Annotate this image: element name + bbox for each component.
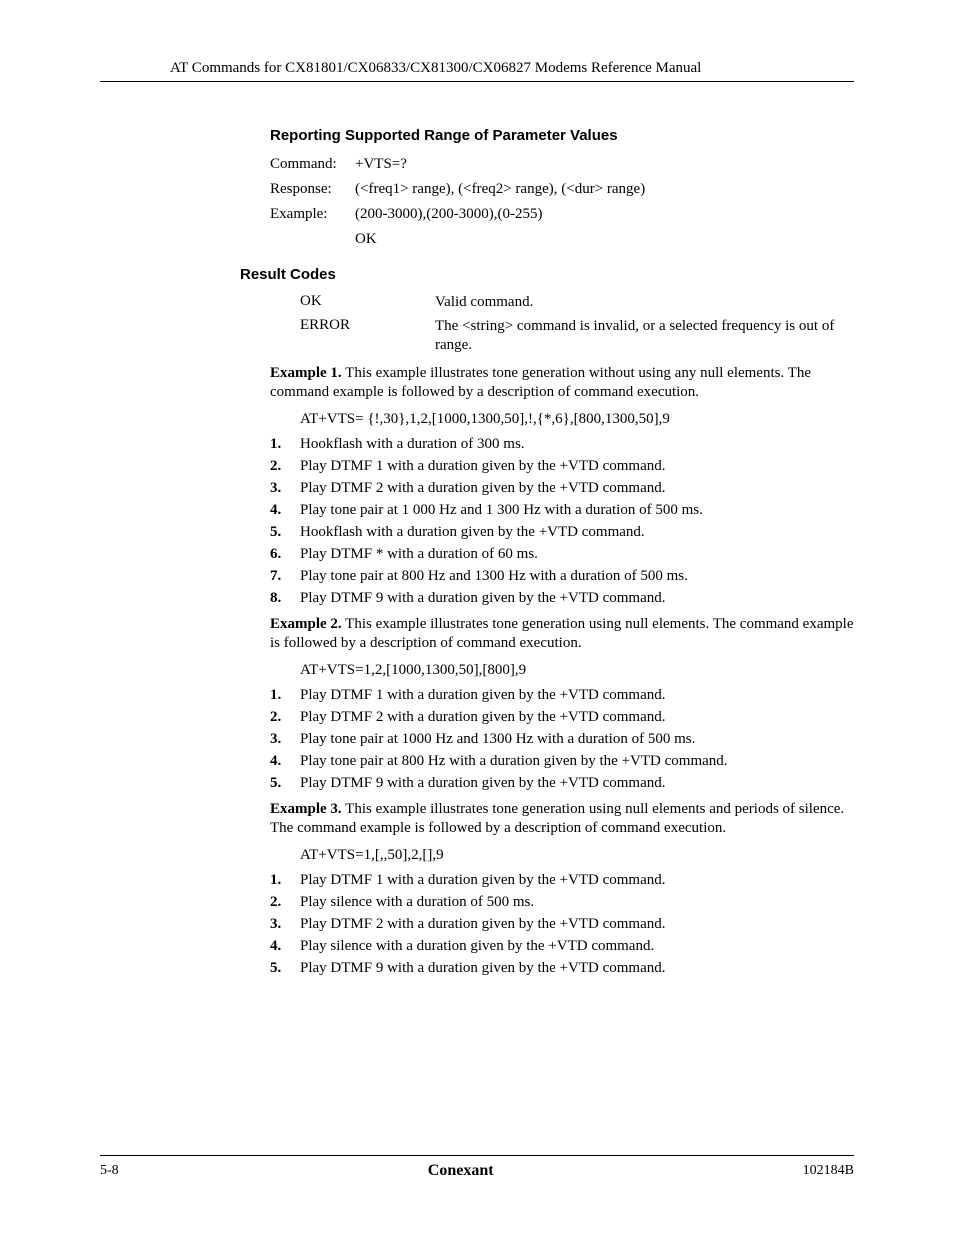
list-text: Play DTMF 1 with a duration given by the… [300,872,854,889]
example2-intro: This example illustrates tone generation… [270,616,854,652]
list-num: 1. [270,436,300,453]
list-num: 7. [270,568,300,585]
list-text: Play DTMF 1 with a duration given by the… [300,458,854,475]
list-text: Play tone pair at 800 Hz and 1300 Hz wit… [300,568,854,585]
footer-page-num: 5-8 [100,1163,119,1179]
list-num: 3. [270,480,300,497]
example2-para: Example 2. This example illustrates tone… [270,615,854,654]
list-item: 4.Play silence with a duration given by … [270,938,854,955]
list-item: 4.Play tone pair at 1 000 Hz and 1 300 H… [270,502,854,519]
page: AT Commands for CX81801/CX06833/CX81300/… [0,0,954,1235]
footer: 5-8 Conexant 102184B [100,1155,854,1180]
example1-para: Example 1. This example illustrates tone… [270,364,854,403]
example3-para: Example 3. This example illustrates tone… [270,800,854,839]
list-text: Play DTMF 9 with a duration given by the… [300,590,854,607]
kv-value: (200-3000),(200-3000),(0-255) [355,206,854,223]
list-num: 5. [270,524,300,541]
list-text: Play DTMF * with a duration of 60 ms. [300,546,854,563]
footer-doc-id: 102184B [803,1163,854,1179]
list-num: 6. [270,546,300,563]
list-text: Play DTMF 9 with a duration given by the… [300,960,854,977]
heading-result-codes: Result Codes [240,266,854,283]
list-item: 1.Play DTMF 1 with a duration given by t… [270,872,854,889]
list-item: 1.Play DTMF 1 with a duration given by t… [270,687,854,704]
example2-label: Example 2. [270,616,342,632]
list-text: Play tone pair at 1 000 Hz and 1 300 Hz … [300,502,854,519]
list-item: 6.Play DTMF * with a duration of 60 ms. [270,546,854,563]
list-item: 5.Play DTMF 9 with a duration given by t… [270,960,854,977]
example1-intro: This example illustrates tone generation… [270,365,811,401]
kv-label [270,231,355,248]
result-code-row: ERROR The <string> command is invalid, o… [270,317,854,356]
header-rule: AT Commands for CX81801/CX06833/CX81300/… [100,60,854,82]
footer-brand: Conexant [428,1162,494,1180]
list-num: 8. [270,590,300,607]
list-item: 8.Play DTMF 9 with a duration given by t… [270,590,854,607]
list-text: Play silence with a duration given by th… [300,938,854,955]
list-text: Play tone pair at 1000 Hz and 1300 Hz wi… [300,731,854,748]
list-text: Play DTMF 9 with a duration given by the… [300,775,854,792]
rc-desc: The <string> command is invalid, or a se… [435,317,854,356]
kv-label: Example: [270,206,355,223]
list-item: 2.Play DTMF 1 with a duration given by t… [270,458,854,475]
rc-code: ERROR [300,317,435,356]
rc-code: OK [300,293,435,313]
list-text: Hookflash with a duration given by the +… [300,524,854,541]
list-num: 4. [270,502,300,519]
body-content: Reporting Supported Range of Parameter V… [100,127,854,248]
kv-row: Response: (<freq1> range), (<freq2> rang… [270,181,854,198]
kv-label: Response: [270,181,355,198]
list-text: Play tone pair at 800 Hz with a duration… [300,753,854,770]
list-num: 3. [270,731,300,748]
example3-intro: This example illustrates tone generation… [270,801,844,837]
list-item: 3.Play DTMF 2 with a duration given by t… [270,480,854,497]
list-text: Play silence with a duration of 500 ms. [300,894,854,911]
example3-cmd: AT+VTS=1,[,,50],2,[],9 [300,847,854,864]
list-item: 7.Play tone pair at 800 Hz and 1300 Hz w… [270,568,854,585]
list-num: 5. [270,960,300,977]
list-num: 4. [270,753,300,770]
list-num: 5. [270,775,300,792]
list-item: 3.Play tone pair at 1000 Hz and 1300 Hz … [270,731,854,748]
list-item: 5.Play DTMF 9 with a duration given by t… [270,775,854,792]
heading-reporting: Reporting Supported Range of Parameter V… [270,127,854,144]
list-text: Play DTMF 1 with a duration given by the… [300,687,854,704]
list-num: 1. [270,872,300,889]
header-title: AT Commands for CX81801/CX06833/CX81300/… [100,60,854,77]
list-text: Play DTMF 2 with a duration given by the… [300,480,854,497]
list-item: 2.Play silence with a duration of 500 ms… [270,894,854,911]
rc-desc: Valid command. [435,293,854,313]
kv-row: Example: (200-3000),(200-3000),(0-255) [270,206,854,223]
kv-value: (<freq1> range), (<freq2> range), (<dur>… [355,181,854,198]
list-num: 2. [270,894,300,911]
list-num: 3. [270,916,300,933]
example1-cmd: AT+VTS= {!,30},1,2,[1000,1300,50],!,{*,6… [300,411,854,428]
example2-cmd: AT+VTS=1,2,[1000,1300,50],[800],9 [300,662,854,679]
list-item: 1.Hookflash with a duration of 300 ms. [270,436,854,453]
list-item: 3.Play DTMF 2 with a duration given by t… [270,916,854,933]
kv-row: Command: +VTS=? [270,156,854,173]
kv-value: OK [355,231,854,248]
kv-row: OK [270,231,854,248]
list-num: 2. [270,458,300,475]
kv-label: Command: [270,156,355,173]
list-text: Play DTMF 2 with a duration given by the… [300,709,854,726]
result-codes-section: Result Codes OK Valid command. ERROR The… [100,266,854,977]
kv-value: +VTS=? [355,156,854,173]
list-item: 5.Hookflash with a duration given by the… [270,524,854,541]
list-item: 2.Play DTMF 2 with a duration given by t… [270,709,854,726]
list-text: Hookflash with a duration of 300 ms. [300,436,854,453]
list-num: 4. [270,938,300,955]
list-num: 2. [270,709,300,726]
list-text: Play DTMF 2 with a duration given by the… [300,916,854,933]
example3-label: Example 3. [270,801,342,817]
list-item: 4.Play tone pair at 800 Hz with a durati… [270,753,854,770]
result-code-row: OK Valid command. [270,293,854,313]
example1-label: Example 1. [270,365,342,381]
list-num: 1. [270,687,300,704]
